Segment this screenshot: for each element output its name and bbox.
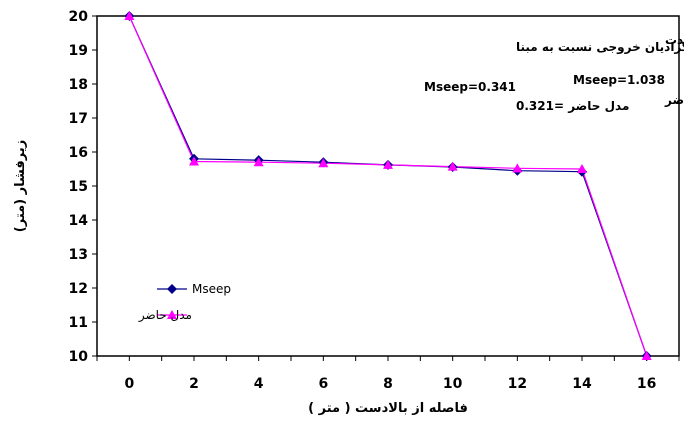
factor-mseep: Mseep=1.038: [573, 73, 665, 87]
y-axis-title: زیرفشار (متر): [13, 140, 28, 232]
y-tick-label: 11: [69, 315, 88, 331]
gradient-mseep: Mseep=0.341: [424, 80, 516, 94]
data-point-1-6: [512, 163, 523, 173]
data-point-1-3: [318, 158, 329, 168]
x-axis-title: فاصله از بالادست ( متر ): [308, 401, 468, 416]
gradient-model: مدل حاضر =0.321: [516, 99, 629, 113]
data-point-1-2: [253, 157, 264, 167]
y-tick-label: 15: [69, 179, 88, 195]
y-tick-label: 13: [69, 247, 88, 263]
y-tick-label: 16: [69, 145, 88, 161]
gradient-title: گرادیان خروجی نسبت به مبنا: [516, 40, 684, 55]
legend-label-mseep: Mseep: [192, 282, 231, 296]
x-tick-label: 14: [572, 376, 592, 392]
legend-marker-mseep: [167, 284, 177, 294]
series-layer: [124, 11, 652, 361]
x-tick-label: 6: [318, 376, 328, 392]
legend-marker-model: [167, 310, 177, 319]
x-tick-label: 12: [508, 376, 527, 392]
data-point-1-7: [577, 164, 587, 173]
x-tick-label: 8: [383, 376, 393, 392]
x-axis: 0 2 4 6 8 10 12 14 16: [96, 356, 680, 392]
factor-model: 1 =مدل حاضر: [664, 93, 684, 107]
x-tick-label: 0: [124, 376, 134, 392]
plot-area: [96, 15, 680, 357]
legend: Mseep مدل حاضر: [138, 282, 231, 323]
data-point-1-1: [189, 156, 199, 166]
data-point-1-8: [641, 351, 652, 360]
y-tick-label: 10: [69, 349, 89, 365]
x-tick-label: 16: [637, 376, 656, 392]
y-tick-label: 18: [69, 77, 88, 93]
y-axis: 10 11 12 13 14 15 16 17 18 19 20: [69, 9, 97, 365]
x-tick-label: 10: [443, 376, 463, 392]
y-tick-label: 12: [69, 281, 88, 297]
x-tick-label: 4: [254, 376, 264, 392]
data-point-1-0: [124, 11, 135, 20]
y-tick-label: 17: [69, 111, 88, 127]
y-tick-label: 20: [69, 9, 89, 25]
y-tick-label: 19: [69, 43, 88, 59]
factor-title: فاکتور شدت: [665, 33, 684, 48]
y-tick-label: 14: [69, 213, 89, 229]
data-point-1-4: [383, 159, 393, 169]
data-point-1-5: [447, 161, 458, 171]
x-tick-label: 2: [189, 376, 199, 392]
legend-label-model: مدل حاضر: [138, 308, 192, 323]
